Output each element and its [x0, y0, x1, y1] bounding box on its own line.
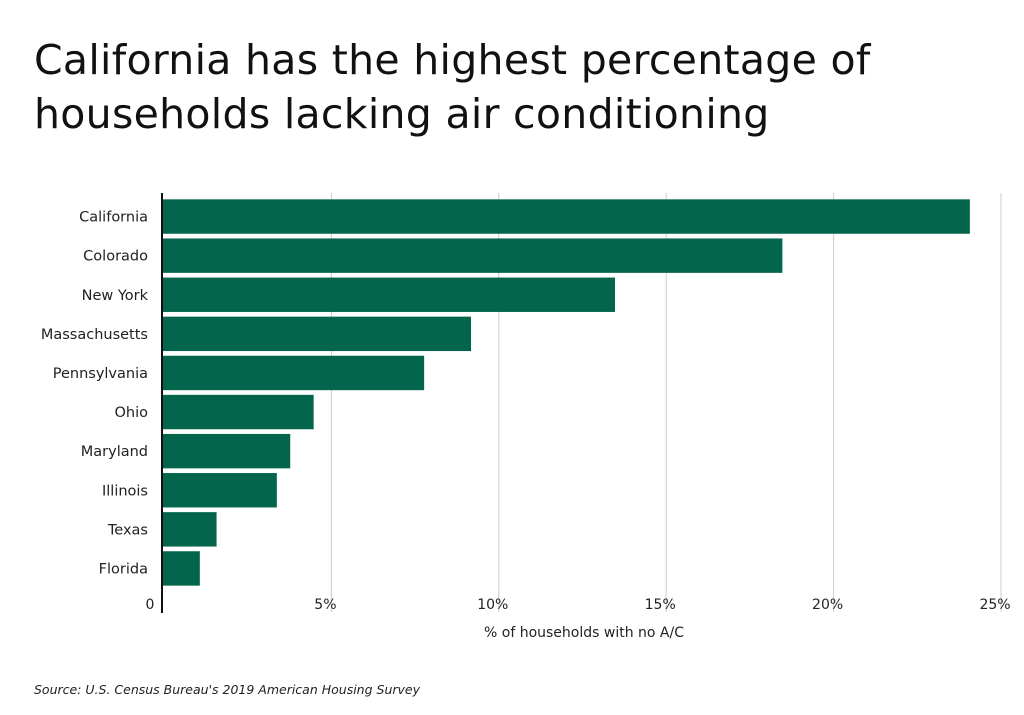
x-tick-label: 10%: [477, 597, 508, 613]
category-label: Colorado: [83, 249, 148, 265]
x-tick-label: 25%: [979, 597, 1010, 613]
x-tick-labels: 0 5% 10% 15% 20% 25%: [146, 597, 1011, 613]
bar: [163, 512, 217, 547]
category-label: New York: [82, 288, 149, 304]
category-label: Pennsylvania: [53, 366, 148, 382]
bar: [163, 355, 425, 391]
x-axis-label: % of households with no A/C: [484, 625, 684, 641]
bar: [163, 394, 314, 430]
chart-title: California has the highest percentage of…: [34, 36, 871, 138]
bar: [163, 277, 615, 312]
category-label: Maryland: [81, 444, 148, 460]
category-label: Ohio: [114, 405, 148, 421]
category-label: California: [79, 210, 148, 226]
x-tick-label: 5%: [314, 597, 336, 613]
x-tick-label: 20%: [812, 597, 843, 613]
bar: [163, 238, 783, 273]
x-tick-label: 15%: [645, 597, 676, 613]
category-label: Illinois: [102, 483, 148, 499]
category-label: Massachusetts: [41, 327, 148, 343]
bar: [163, 433, 291, 469]
bar: [163, 316, 472, 352]
bar: [163, 551, 200, 586]
bar: [163, 473, 277, 508]
category-label: Texas: [107, 522, 148, 538]
bar: [163, 199, 970, 234]
x-tick-label: 0: [146, 597, 155, 613]
category-label: Florida: [99, 561, 148, 577]
category-labels: California Colorado New York Massachusetts P…: [41, 210, 149, 578]
bars: [163, 199, 970, 586]
source-note: Source: U.S. Census Bureau's 2019 Americ…: [34, 682, 420, 697]
